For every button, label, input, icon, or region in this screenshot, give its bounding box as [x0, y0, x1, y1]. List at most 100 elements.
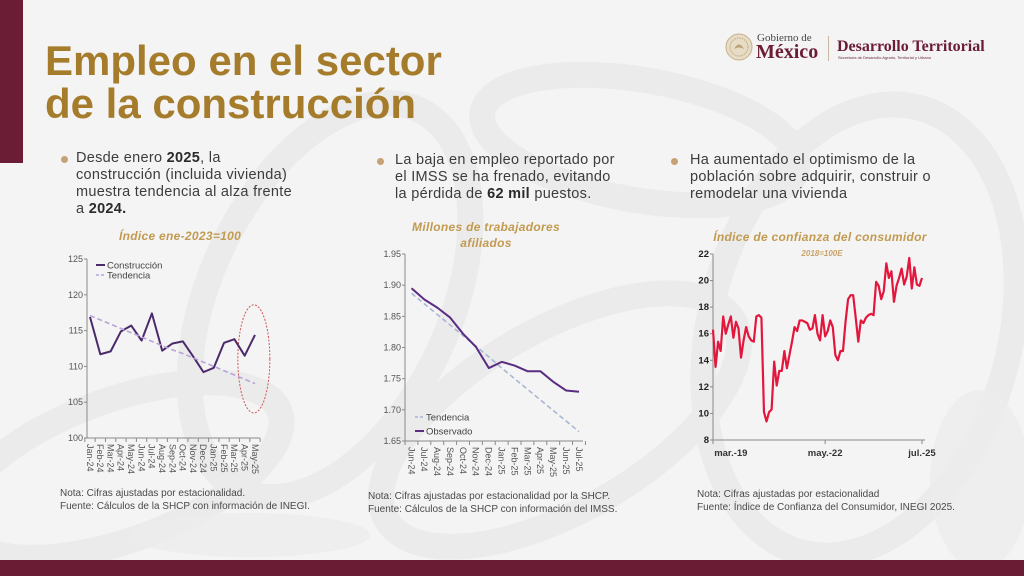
x-tick-label: Oct-24 [178, 444, 188, 471]
background-swirl [930, 390, 1024, 570]
x-tick-label: May-25 [250, 444, 260, 474]
page-title-line-2: de la construcción [45, 80, 417, 127]
x-tick-label: Apr-25 [535, 447, 545, 474]
bullet-segment: puestos. [530, 186, 592, 202]
series-line-tendencia [89, 314, 256, 385]
bullet-text-imss: La baja en empleo reportado por el IMSS … [395, 152, 621, 203]
y-tick-label: 1.85 [383, 311, 401, 321]
chart-3-note: Nota: Cifras ajustadas por estacionalida… [697, 489, 880, 500]
x-tick-label: Aug-24 [432, 447, 442, 476]
x-tick-label: Apr-24 [116, 444, 126, 471]
y-tick-label: 18 [698, 302, 709, 313]
legend-label: Tendencia [107, 271, 151, 282]
y-tick-label: 20 [698, 276, 709, 287]
chart-2-source: Fuente: Cálculos de la SHCP con informac… [368, 504, 618, 515]
bullet-segment: , la construcción (incluida vivienda) mu… [76, 150, 292, 217]
y-tick-label: 100 [68, 433, 83, 443]
x-tick-label: Mar-25 [522, 447, 532, 476]
background-swirl [130, 513, 370, 557]
background-swirl [690, 91, 1024, 569]
series-line-icc [711, 256, 924, 423]
bullet-segment-bold: 2024. [88, 201, 127, 217]
y-tick-label: 125 [68, 254, 83, 264]
y-tick-label: 110 [69, 361, 83, 371]
bullet-text-optimismo: Ha aumentado el optimismo de la població… [690, 152, 945, 203]
bullet-icon [61, 156, 68, 163]
chart-1-title: Índice ene-2023=100 [118, 229, 242, 243]
chart-3-title: Índice de confianza del consumidor [713, 230, 927, 244]
page-title: Empleo en el sector de la construcción [45, 39, 442, 125]
background-swirl [176, 90, 484, 510]
y-tick-label: 1.65 [383, 436, 401, 446]
x-tick-label: Dec-24 [198, 444, 208, 473]
legend-label: Observado [426, 427, 472, 438]
y-tick-label: 115 [69, 326, 83, 336]
x-tick-label: Sep-24 [167, 444, 177, 473]
x-tick-label: Nov-24 [471, 447, 481, 476]
y-tick-label: 14 [698, 355, 709, 366]
chart-1-note: Nota: Cifras ajustadas por estacionalida… [60, 488, 246, 499]
bullet-text-construccion: Desde enero 2025, la construcción (inclu… [76, 150, 298, 218]
y-tick-label: 105 [68, 397, 83, 407]
y-tick-label: 8 [704, 435, 709, 446]
x-tick-label: Mar-25 [229, 444, 239, 473]
x-tick-label: Mar-24 [105, 444, 115, 473]
x-tick-label: May-24 [126, 444, 136, 474]
bullet-segment: Ha aumentado el optimismo de la població… [690, 152, 931, 202]
chart-2-title-line-2: afiliados [460, 236, 512, 250]
logo-gobierno-de: Gobierno de [757, 32, 812, 44]
x-tick-label: Jan-25 [209, 444, 219, 472]
bullet-icon [377, 158, 384, 165]
background-swirl [368, 280, 752, 560]
y-tick-label: 1.90 [383, 280, 401, 290]
x-tick-label: Jul-24 [147, 444, 157, 469]
chart-3-subtitle: 2018=100E [801, 249, 843, 258]
x-tick-label: Nov-24 [188, 444, 198, 473]
logo-mexico: México [756, 41, 819, 63]
series-line-tendencia [410, 292, 580, 433]
x-tick-label: Sep-24 [445, 447, 455, 476]
x-tick-label: Apr-25 [239, 444, 249, 471]
y-tick-label: 1.75 [383, 374, 401, 384]
y-tick-label: 12 [698, 382, 709, 393]
x-tick-label: Oct-24 [458, 447, 468, 474]
y-tick-label: 1.80 [383, 343, 401, 353]
logo-divider [828, 36, 829, 61]
bullet-segment-bold: 2025 [166, 150, 201, 166]
logo-desarrollo-territorial: Desarrollo Territorial [837, 38, 985, 55]
x-tick-label: Jul-25 [574, 447, 584, 472]
x-tick-label: jul.-25 [907, 448, 936, 459]
logo-dependencia-subtitle: Secretaría de Desarrollo Agrario, Territ… [838, 55, 932, 60]
x-tick-label: Dec-24 [484, 447, 494, 476]
background-swirl [469, 61, 811, 219]
legend-label: Construcción [107, 261, 162, 272]
highlight-ellipse [237, 304, 271, 414]
y-tick-label: 22 [698, 249, 709, 260]
series-line-observado [410, 287, 580, 393]
chart-3-source: Fuente: Índice de Confianza del Consumid… [697, 502, 955, 513]
x-tick-label: Jun-24 [136, 444, 146, 472]
x-tick-label: Jul-24 [419, 447, 429, 472]
x-tick-label: may.-22 [808, 448, 843, 459]
x-tick-label: Aug-24 [157, 444, 167, 473]
y-tick-label: 1.70 [383, 405, 401, 415]
bullet-icon [671, 158, 678, 165]
x-tick-label: Jun-24 [406, 447, 416, 475]
x-tick-label: May-25 [548, 447, 558, 477]
chart-2-title-line-1: Millones de trabajadores [412, 220, 560, 234]
chart-imss-workers: 1.65 1.70 1.75 1.80 1.85 1.90 1.95 Jun-24 Jul-24… [383, 249, 586, 477]
y-tick-label: 120 [68, 290, 83, 300]
legend-label: Tendencia [426, 413, 470, 424]
y-tick-label: 10 [698, 408, 709, 419]
series-line-construcci-n [89, 312, 256, 374]
bullet-segment: La baja en empleo reportado por el IMSS … [395, 152, 615, 202]
chart-consumer-confidence: 8 10 12 14 16 18 20 22 mar.-19 may.-22 jul.-25 [698, 249, 936, 459]
x-tick-label: Feb-24 [95, 444, 105, 473]
page-title-line-1: Empleo en el sector [45, 37, 442, 84]
x-tick-label: Feb-25 [219, 444, 229, 473]
bullet-segment: Desde enero [76, 150, 167, 166]
x-tick-label: Feb-25 [509, 447, 519, 476]
footer-bar [0, 560, 1024, 576]
